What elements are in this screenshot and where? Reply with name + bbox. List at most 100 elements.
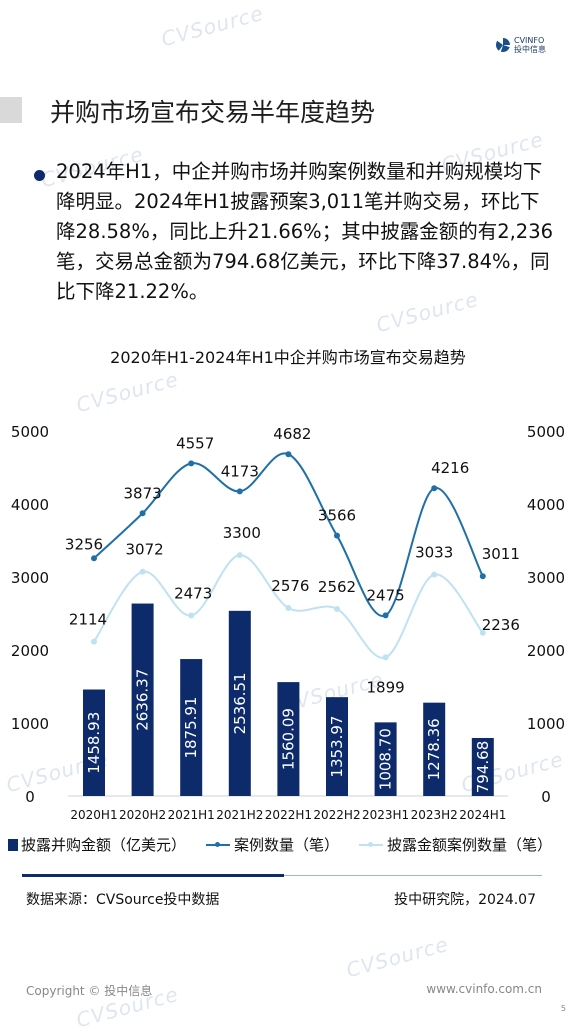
brand-logo: CVINFO 投中信息 [496,36,546,54]
point-disclosed-cases [382,654,389,661]
point-disclosed-cases [334,605,340,612]
bar [228,610,251,796]
logo-subtext: 投中信息 [514,45,546,54]
y-left-tick-label: 3000 [11,569,49,587]
bullet-icon [34,170,45,181]
label-cases: 3873 [124,484,162,502]
label-cases: 4216 [431,459,469,477]
x-tick-label: 2022H2 [313,808,360,820]
bar-value-label: 1875.91 [182,697,200,759]
legend-bar-swatch [8,838,18,851]
bar-value-label: 1353.97 [328,716,346,778]
label-cases: 4173 [221,462,259,480]
footer-divider-light [284,875,542,876]
bar-value-label: 1458.93 [85,712,103,774]
bar [326,697,348,796]
label-cases: 3011 [482,545,520,563]
x-tick-label: 2023H1 [362,808,409,820]
x-tick-label: 2020H1 [70,808,117,820]
label-disclosed-cases: 2236 [482,616,520,634]
x-tick-label: 2020H2 [119,808,166,820]
bar-value-label: 794.68 [474,741,492,794]
legend-line-swatch-cases [206,841,231,847]
point-disclosed-cases [479,629,486,636]
logo-icon [496,38,510,52]
point-disclosed-cases [188,612,195,619]
y-right-tick-label: 3000 [527,569,565,587]
bar-value-label: 1278.36 [425,718,443,780]
chart: 0 1000 2000 3000 4000 5000 0 1000 2000 3000 4000 50… [11,423,565,820]
line-cases [93,452,484,617]
x-tick-label: 2021H2 [216,808,263,820]
legend-line-swatch-disclosed [359,841,384,847]
label-disclosed-cases: 3300 [223,524,261,542]
bar-value-label: 1560.09 [279,708,297,770]
chart-title: 2020年H1-2024年H1中企并购市场宣布交易趋势 [110,348,466,367]
point-disclosed-cases [236,552,243,559]
bar [131,603,154,796]
y-left-tick-label: 2000 [11,642,49,660]
bar-value-label: 2536.51 [231,672,249,734]
watermark: CVSource [73,366,182,418]
y-right-tick-label: 5000 [527,423,565,441]
research-org: 投中研究院，2024.07 [394,892,536,908]
point-cases [382,612,389,619]
y-left-tick-label: 4000 [11,496,49,514]
label-cases: 2475 [367,586,405,604]
point-cases [236,488,243,495]
point-cases [479,573,486,580]
point-cases [334,532,340,539]
label-cases: 3566 [318,507,356,525]
label-cases: 4682 [273,425,311,443]
y-left-tick-label: 5000 [11,423,49,441]
data-source: 数据来源：CVSource投中数据 [26,892,220,908]
bar-value-label: 2636.37 [134,669,152,731]
label-disclosed-cases: 2576 [271,577,309,595]
point-cases [285,451,292,458]
page-title: 并购市场宣布交易半年度趋势 [50,98,376,127]
label-disclosed-cases: 2562 [318,578,356,596]
legend-label-amount: 披露并购金额（亿美元） [21,836,187,854]
legend-item-cases: 案例数量（笔） [206,834,339,855]
legend-item-disclosed: 披露金额案例数量（笔） [359,834,552,855]
point-disclosed-cases [139,568,146,575]
y-left-tick-label: 1000 [11,715,49,733]
logo-text: CVINFO [514,36,545,45]
website-link[interactable]: www.cvinfo.com.cn [426,982,542,996]
watermark: CVSource [158,0,267,52]
y-right-tick-label: 1000 [527,715,565,733]
point-cases [91,555,97,562]
point-disclosed-cases [285,604,292,611]
watermark: CVSource [343,931,452,983]
x-tick-label: 2021H1 [168,808,215,820]
label-disclosed-cases: 2114 [69,611,107,629]
x-tick-label: 2022H1 [265,808,312,820]
label-cases: 4557 [176,434,214,452]
bar [83,689,105,796]
title-accent-bar [0,97,22,123]
bar [423,702,446,796]
footer-divider-dark [22,874,284,877]
bar [277,682,300,796]
x-tick-label: 2023H2 [411,808,458,820]
page-number: 5 [560,1004,566,1013]
label-disclosed-cases: 3072 [126,541,164,559]
label-disclosed-cases: 1899 [367,678,405,696]
x-tick-label: 2024H1 [459,808,506,820]
summary-text: 2024年H1，中企并购市场并购案例数量和并购规模均下降明显。2024年H1披露… [56,160,554,303]
y-right-tick-label: 4000 [527,496,565,514]
bar [180,659,203,796]
legend-label-disclosed: 披露金额案例数量（笔） [387,836,553,854]
bar [471,737,494,796]
bar [374,722,397,796]
label-disclosed-cases: 2473 [174,584,212,602]
point-disclosed-cases [431,571,438,578]
chart-legend: 披露并购金额（亿美元） 案例数量（笔） 披露金额案例数量（笔） [8,834,572,855]
y-left-tick-label: 0 [25,788,35,806]
y-right-tick-label: 2000 [527,642,565,660]
legend-label-cases: 案例数量（笔） [234,836,340,854]
copyright: Copyright © 投中信息 [26,984,153,998]
bar-value-label: 1008.70 [377,728,395,790]
point-cases [188,460,195,467]
y-right-tick-label: 0 [541,788,551,806]
